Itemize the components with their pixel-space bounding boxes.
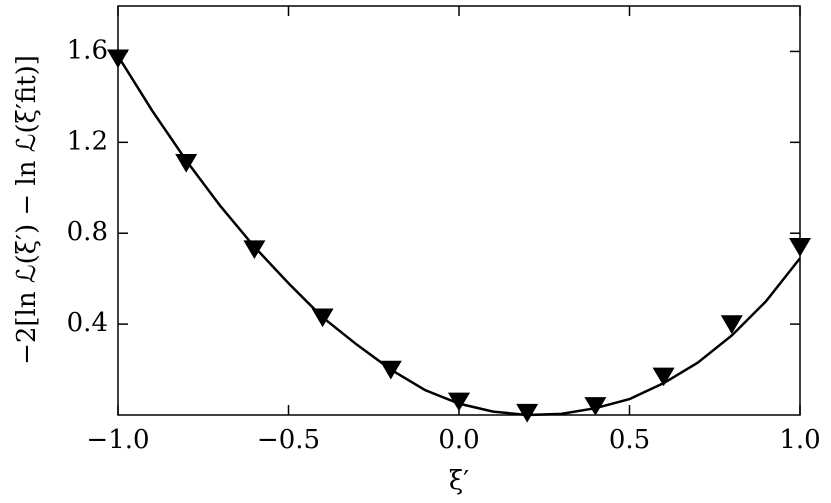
marker	[311, 308, 334, 328]
marker	[175, 153, 198, 173]
y-tick-label: 0.8	[67, 217, 108, 247]
plot-frame	[117, 5, 801, 416]
x-tick-label: −0.5	[257, 425, 320, 455]
x-tick-label: 0.5	[609, 425, 650, 455]
y-tick-label: 1.6	[67, 35, 108, 65]
marker	[243, 240, 266, 260]
y-axis-label: −2[ln ℒ(ξ′) − ln ℒ(ξ′fit)]	[12, 55, 42, 365]
marker	[448, 392, 470, 412]
x-axis-label: ξ′	[449, 466, 469, 496]
marker	[584, 397, 607, 416]
marker	[720, 315, 743, 335]
fit-curve	[116, 55, 801, 417]
x-tick-label: −1.0	[86, 425, 149, 455]
marker	[516, 403, 539, 423]
marker	[789, 238, 811, 257]
x-tick-label: 0.0	[438, 425, 479, 455]
x-tick-label: 1.0	[779, 425, 820, 455]
marker	[379, 360, 402, 380]
y-tick-label: 0.4	[67, 308, 108, 338]
marker	[652, 367, 675, 387]
y-tick-label: 1.2	[67, 126, 108, 156]
marker	[107, 49, 129, 69]
